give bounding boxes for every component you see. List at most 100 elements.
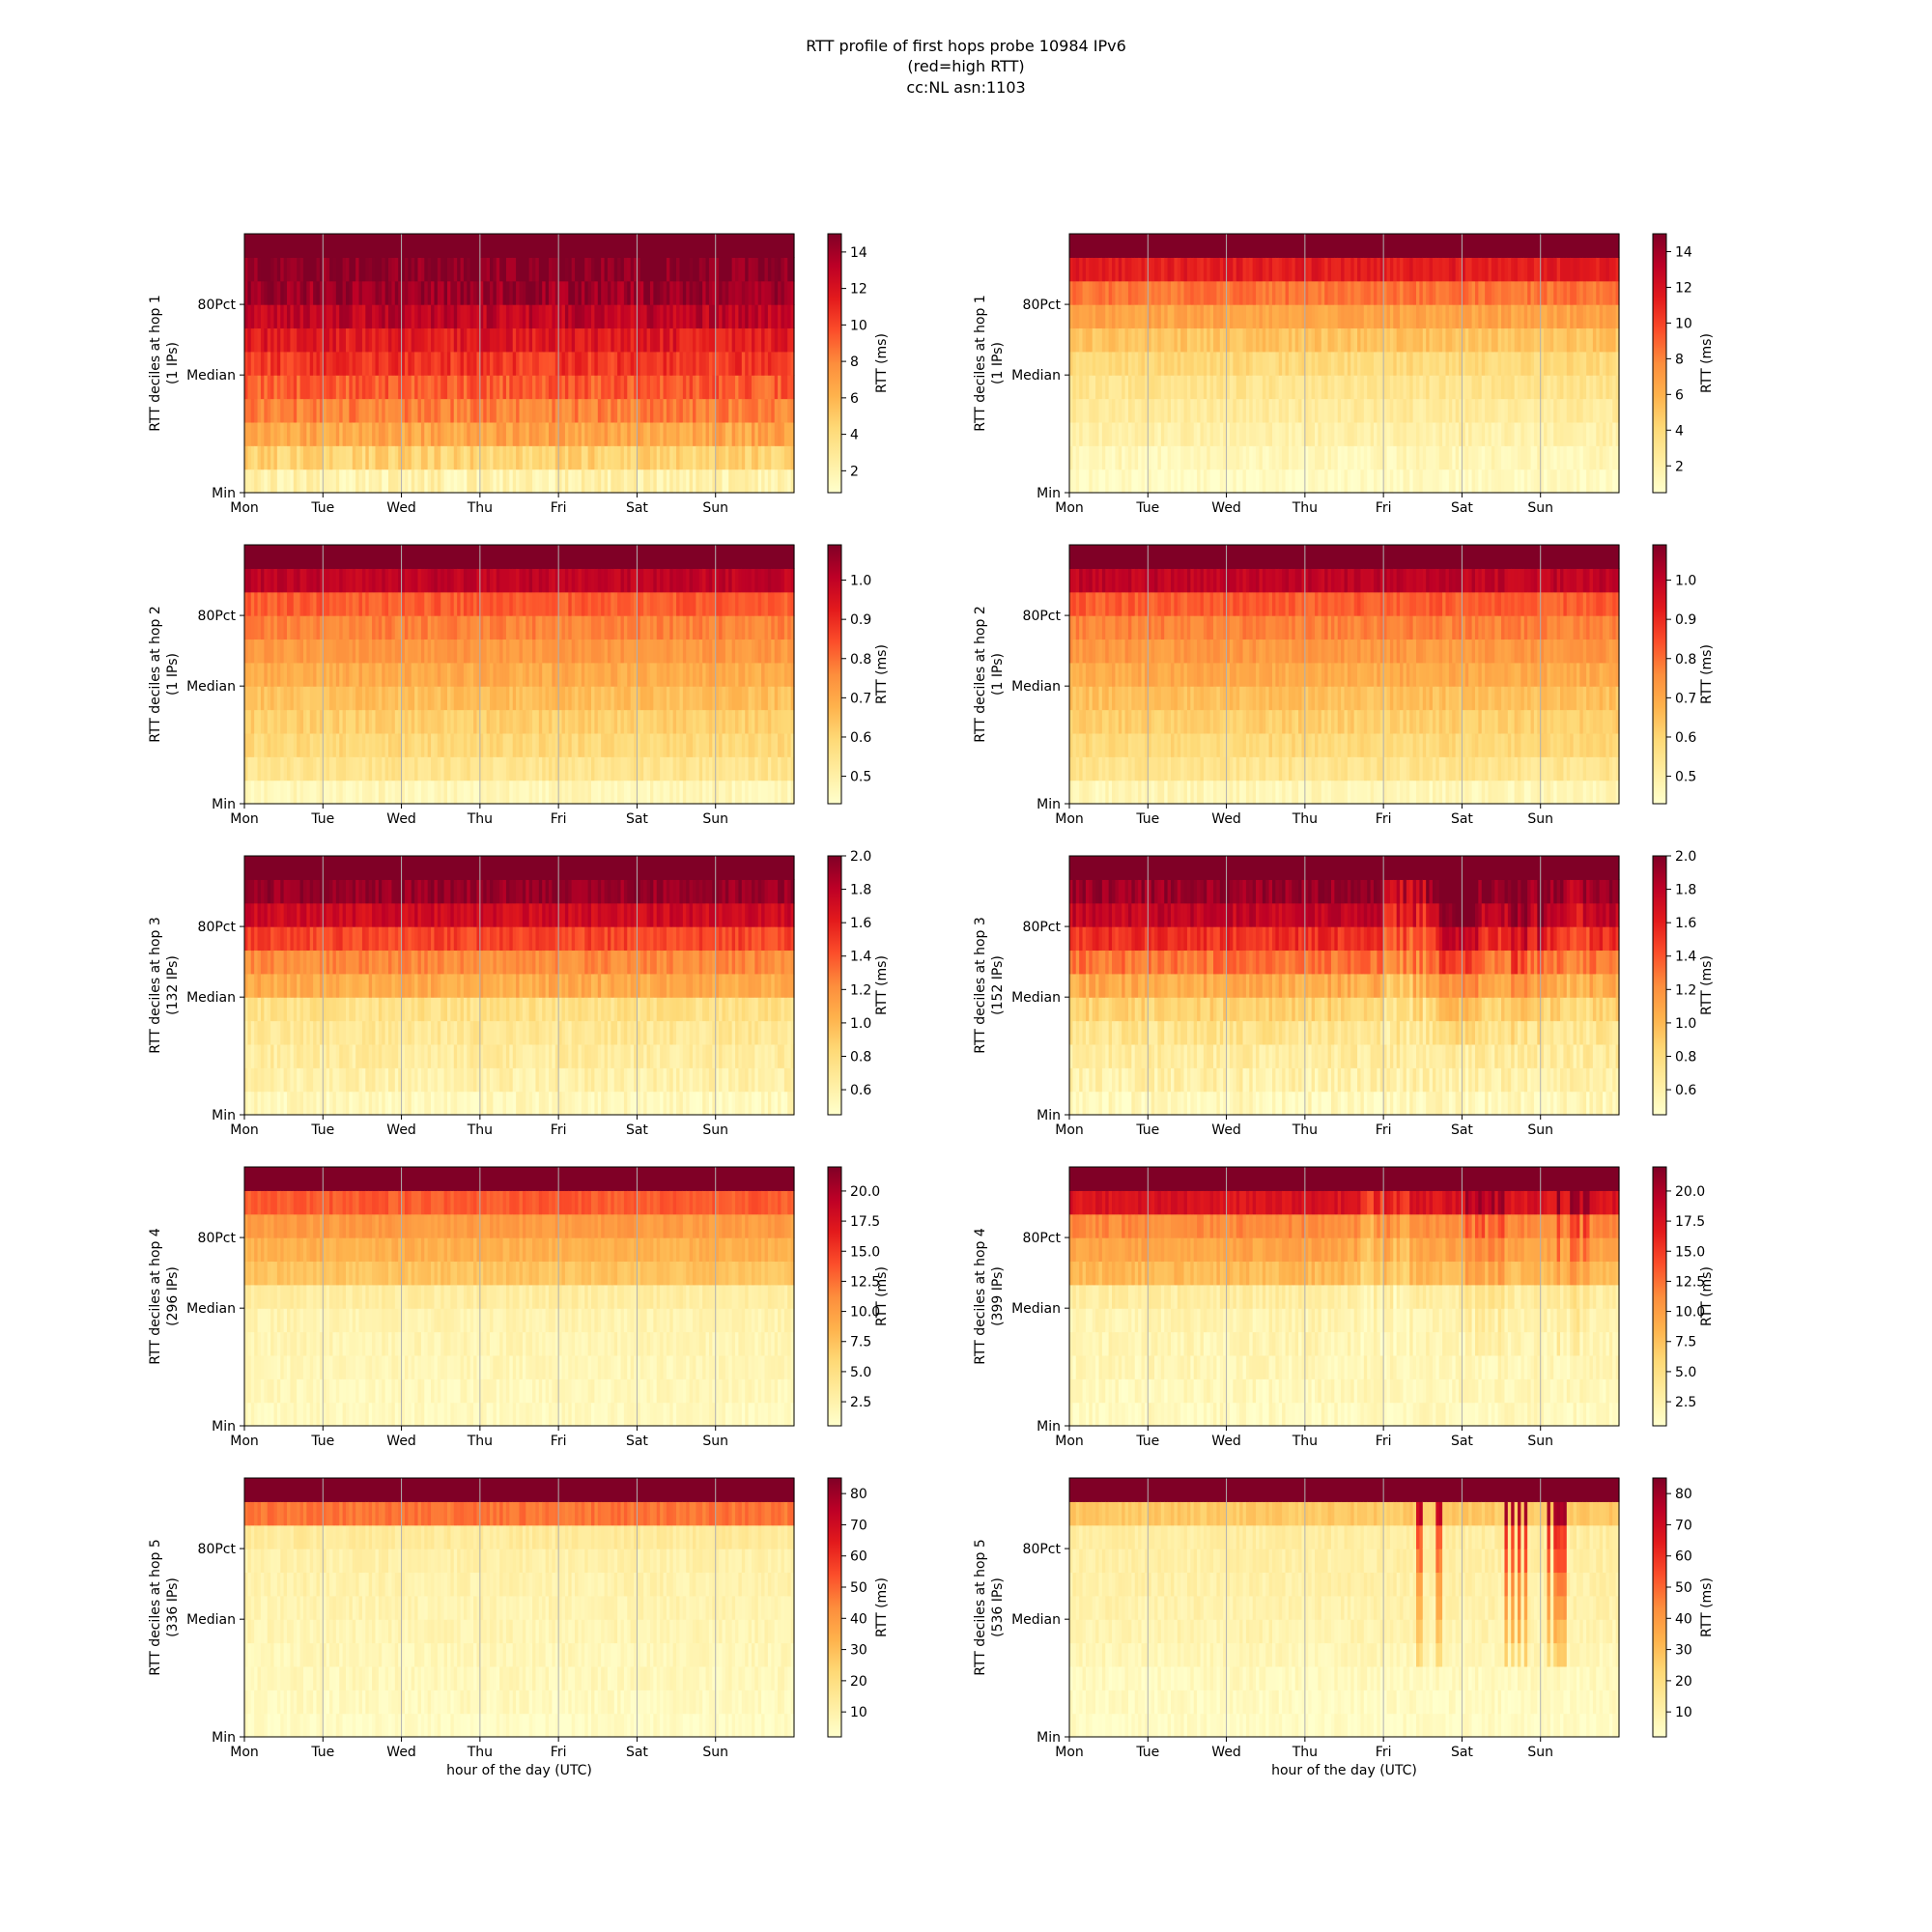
heatmap-cell: [578, 280, 582, 305]
heatmap-cell: [738, 234, 743, 258]
heatmap-cell: [460, 445, 465, 470]
heatmap-cell: [627, 445, 632, 470]
heatmap-cell: [434, 469, 439, 494]
heatmap-cell: [663, 445, 668, 470]
heatmap-cell: [404, 398, 409, 423]
heatmap-cell: [332, 398, 337, 423]
heatmap-cell: [705, 445, 710, 470]
heatmap-cell: [519, 421, 524, 446]
heatmap-cell: [627, 421, 632, 446]
heatmap-cell: [542, 234, 547, 258]
heatmap-cell: [509, 234, 514, 258]
heatmap-cell: [316, 421, 321, 446]
heatmap-cell: [607, 257, 611, 282]
heatmap-cell: [1069, 257, 1073, 282]
heatmap-cell: [431, 469, 436, 494]
heatmap-cell: [345, 327, 350, 353]
heatmap-cell: [512, 469, 517, 494]
heatmap-cell: [469, 469, 474, 494]
heatmap-cell: [398, 445, 403, 470]
heatmap-cell: [512, 327, 517, 353]
heatmap-cell: [561, 280, 566, 305]
heatmap-cell: [669, 398, 674, 423]
heatmap-cell: [1085, 351, 1090, 376]
heatmap-cell: [313, 234, 318, 258]
heatmap-cell: [384, 304, 389, 329]
heatmap-cell: [698, 280, 703, 305]
heatmap-cell: [1072, 280, 1077, 305]
heatmap-cell: [669, 257, 674, 282]
heatmap-cell: [548, 469, 553, 494]
heatmap-cell: [532, 304, 537, 329]
heatmap-cell: [620, 327, 625, 353]
heatmap-cell: [313, 257, 318, 282]
heatmap-cell: [446, 375, 451, 400]
heatmap-cell: [493, 375, 497, 400]
heatmap-cell: [267, 375, 271, 400]
heatmap-cell: [463, 327, 468, 353]
heatmap-cell: [617, 280, 622, 305]
heatmap-cell: [290, 469, 295, 494]
heatmap-cell: [490, 304, 495, 329]
heatmap-cell: [781, 421, 785, 446]
heatmap-cell: [283, 375, 288, 400]
heatmap-cell: [591, 257, 595, 282]
heatmap-cell: [358, 421, 363, 446]
heatmap-cell: [554, 304, 559, 329]
heatmap-cell: [532, 280, 537, 305]
heatmap-cell: [313, 351, 318, 376]
heatmap-cell: [545, 469, 550, 494]
heatmap-cell: [653, 351, 658, 376]
heatmap-cell: [538, 327, 543, 353]
heatmap-cell: [686, 280, 691, 305]
heatmap-cell: [496, 398, 500, 423]
heatmap-cell: [712, 398, 717, 423]
heatmap-cell: [627, 304, 632, 329]
heatmap-cell: [627, 327, 632, 353]
heatmap-cell: [450, 304, 455, 329]
heatmap-cell: [722, 327, 726, 353]
heatmap-cell: [394, 280, 399, 305]
heatmap-cell: [1075, 421, 1080, 446]
heatmap-cell: [594, 304, 599, 329]
heatmap-cell: [378, 445, 383, 470]
heatmap-cell: [591, 445, 595, 470]
heatmap-cell: [250, 398, 255, 423]
heatmap-cell: [437, 351, 441, 376]
heatmap-cell: [450, 445, 455, 470]
heatmap-cell: [787, 375, 792, 400]
heatmap-cell: [724, 445, 729, 470]
heatmap-cell: [604, 375, 609, 400]
heatmap-cell: [398, 327, 403, 353]
heatmap-cell: [646, 398, 651, 423]
heatmap-cell: [712, 234, 717, 258]
heatmap-cell: [767, 421, 772, 446]
heatmap-cell: [591, 398, 595, 423]
heatmap-cell: [542, 398, 547, 423]
heatmap-cell: [372, 375, 377, 400]
heatmap-cell: [581, 327, 585, 353]
heatmap-cell: [545, 234, 550, 258]
heatmap-cell: [247, 375, 252, 400]
heatmap-cell: [728, 398, 733, 423]
heatmap-cell: [375, 327, 380, 353]
heatmap-cell: [601, 445, 606, 470]
heatmap-cell: [656, 421, 661, 446]
heatmap-cell: [735, 234, 740, 258]
heatmap-cell: [578, 327, 582, 353]
heatmap-cell: [473, 234, 478, 258]
heatmap-cell: [247, 351, 252, 376]
heatmap-cell: [672, 375, 677, 400]
heatmap-cell: [542, 257, 547, 282]
heatmap-cell: [754, 327, 759, 353]
heatmap-cell: [264, 398, 269, 423]
heatmap-cell: [526, 280, 530, 305]
heatmap-cell: [623, 327, 628, 353]
heatmap-cell: [686, 234, 691, 258]
heatmap-cells: [244, 234, 795, 494]
heatmap-cell: [339, 398, 344, 423]
heatmap-cell: [342, 421, 347, 446]
heatmap-cell: [575, 234, 580, 258]
heatmap-cell: [761, 327, 766, 353]
